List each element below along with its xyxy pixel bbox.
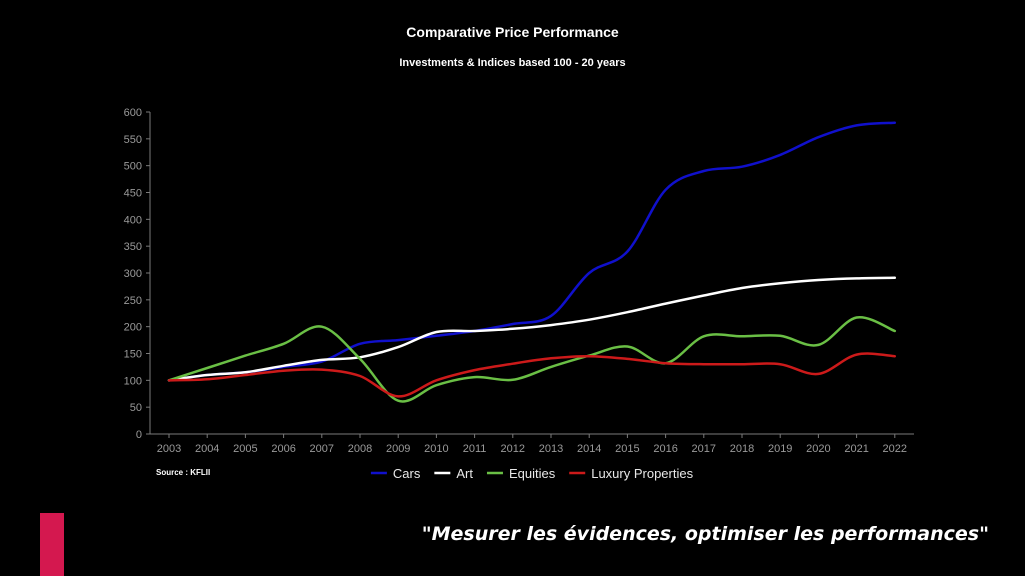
x-tick-label: 2005 — [233, 443, 257, 455]
y-tick-label: 350 — [124, 241, 142, 253]
x-tick-label: 2020 — [806, 443, 830, 455]
x-tick-label: 2011 — [463, 443, 487, 455]
legend-item-art: Art — [434, 466, 473, 481]
legend-item-luxury-properties: Luxury Properties — [569, 466, 694, 481]
x-tick-label: 2016 — [653, 443, 677, 455]
y-axis: 0 50 100 150 200 250 300 350 400 450 500 550 600 — [124, 107, 151, 441]
series-line-equities — [167, 316, 897, 403]
chart-title: Comparative Price Performance — [406, 24, 619, 40]
x-tick-label: 2015 — [615, 443, 639, 455]
y-tick-label: 400 — [124, 214, 142, 226]
accent-block — [40, 513, 64, 576]
x-tick-label: 2012 — [501, 443, 525, 455]
y-tick-label: 0 — [136, 429, 142, 441]
legend-item-cars: Cars — [370, 466, 421, 481]
y-tick-label: 250 — [124, 295, 142, 307]
y-tick-label: 150 — [124, 349, 142, 361]
x-tick-label: 2004 — [195, 443, 219, 455]
series-line-cars — [167, 121, 897, 382]
series-line-luxury-properties — [167, 352, 897, 398]
x-tick-label: 2006 — [271, 443, 295, 455]
x-tick-label: 2021 — [844, 443, 868, 455]
x-tick-label: 2014 — [577, 443, 601, 455]
x-tick-label: 2013 — [539, 443, 563, 455]
y-tick-label: 300 — [124, 268, 142, 280]
x-tick-label: 2003 — [157, 443, 181, 455]
x-tick-label: 2010 — [424, 443, 448, 455]
legend: Cars Art Equities Luxury Properties — [370, 466, 694, 481]
x-tick-label: 2017 — [692, 443, 716, 455]
series-lines — [167, 121, 897, 403]
x-tick-label: 2022 — [883, 443, 907, 455]
y-tick-label: 200 — [124, 322, 142, 334]
y-tick-label: 100 — [124, 375, 142, 387]
x-tick-label: 2019 — [768, 443, 792, 455]
y-tick-label: 450 — [124, 188, 142, 200]
y-tick-label: 600 — [124, 107, 142, 119]
y-tick-label: 500 — [124, 161, 142, 173]
x-axis: 2003 2004 2005 2006 2007 2008 2009 2010 2011 2012… — [150, 433, 914, 455]
legend-label-equities: Equities — [509, 466, 556, 481]
x-tick-label: 2009 — [386, 443, 410, 455]
legend-label-art: Art — [456, 466, 473, 481]
series-line-art — [167, 276, 897, 382]
tagline: "Mesurer les évidences, optimiser les pe… — [421, 523, 989, 545]
legend-item-equities: Equities — [486, 466, 556, 481]
chart-subtitle: Investments & Indices based 100 - 20 yea… — [399, 57, 626, 69]
x-tick-label: 2008 — [348, 443, 372, 455]
legend-label-luxury-properties: Luxury Properties — [591, 466, 693, 481]
x-tick-label: 2018 — [730, 443, 754, 455]
y-tick-label: 550 — [124, 134, 142, 146]
legend-label-cars: Cars — [393, 466, 421, 481]
line-chart: 0 50 100 150 200 250 300 350 400 450 500 550 600 200… — [124, 107, 914, 481]
x-tick-label: 2007 — [310, 443, 334, 455]
y-tick-label: 50 — [130, 402, 142, 414]
source-note: Source : KFLII — [156, 468, 211, 477]
